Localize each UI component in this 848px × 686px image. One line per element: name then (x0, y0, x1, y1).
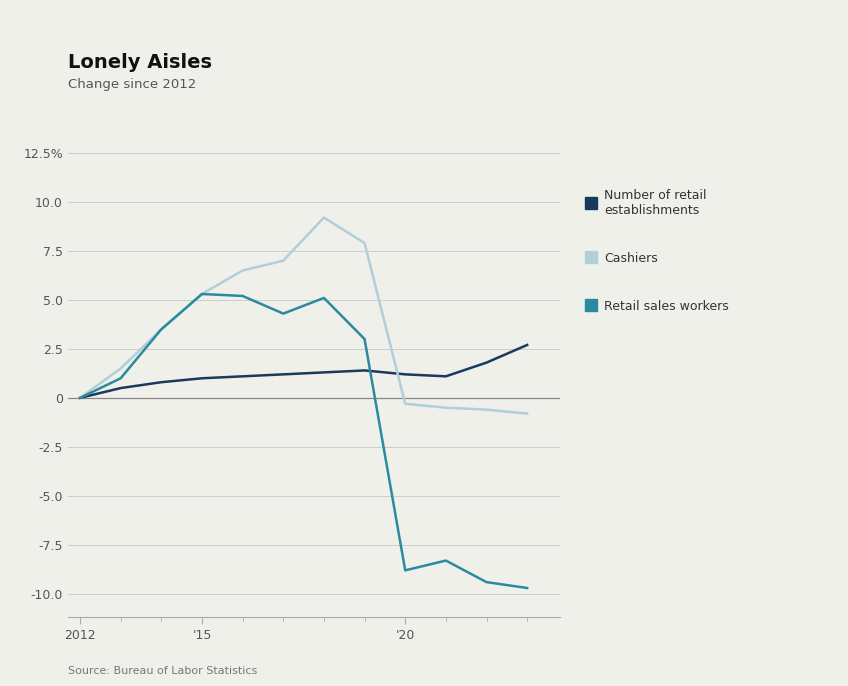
Text: Change since 2012: Change since 2012 (68, 78, 196, 91)
Legend: Number of retail
establishments, Cashiers, Retail sales workers: Number of retail establishments, Cashier… (586, 189, 729, 313)
Text: Source: Bureau of Labor Statistics: Source: Bureau of Labor Statistics (68, 665, 257, 676)
Text: Lonely Aisles: Lonely Aisles (68, 53, 212, 72)
